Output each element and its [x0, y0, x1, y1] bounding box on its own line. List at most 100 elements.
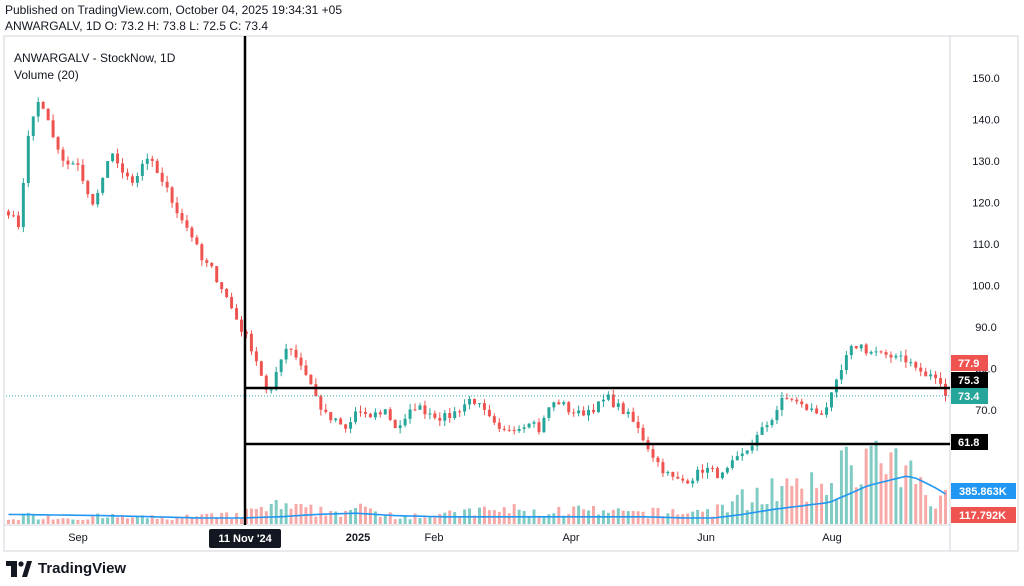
volume-bar	[393, 519, 397, 524]
candle-body	[448, 413, 452, 419]
volume-bar	[849, 465, 853, 524]
candle-body	[527, 423, 531, 428]
candle-body	[611, 394, 615, 408]
candle-body	[656, 457, 660, 463]
candle-body	[433, 413, 437, 418]
candle-body	[438, 417, 442, 421]
time-tick-label: Jun	[697, 532, 715, 544]
candle-body	[720, 472, 724, 479]
volume-bar	[11, 519, 15, 524]
price-tick-label: 130.0	[972, 156, 1000, 168]
time-tick-label: Feb	[425, 532, 444, 544]
volume-tag-label: 117.792K	[959, 510, 1006, 522]
volume-bar	[418, 517, 422, 524]
candle-body	[230, 297, 234, 309]
candle-body	[393, 419, 397, 429]
candle-body	[874, 351, 878, 353]
candle-body	[130, 176, 134, 183]
candle-body	[696, 469, 700, 481]
candle-body	[319, 396, 323, 410]
volume-bar	[259, 506, 263, 524]
time-axis[interactable]: Sep 2025 Feb Apr Jun Aug 11 Nov '24	[68, 529, 842, 548]
candle-body	[180, 213, 184, 221]
price-axis[interactable]: 150.0140.0130.0120.0110.0100.090.080.070…	[972, 73, 1000, 417]
volume-bar	[116, 517, 120, 524]
volume-bar	[413, 513, 417, 524]
volume-bar	[562, 515, 566, 524]
volume-bar	[641, 511, 645, 524]
volume-bar	[121, 515, 124, 524]
horizontal-levels[interactable]	[6, 36, 950, 525]
volume-bar	[185, 514, 189, 524]
candle-body	[463, 404, 467, 412]
candle-body	[636, 421, 640, 428]
volume-bar	[874, 440, 878, 524]
candle-body	[101, 177, 105, 193]
candle-body	[423, 405, 427, 415]
candle-body	[755, 434, 759, 446]
volume-bar	[61, 518, 65, 524]
candle-body	[309, 374, 313, 385]
candle-body	[725, 467, 729, 473]
volume-bar	[269, 503, 273, 524]
volume-bar	[745, 510, 749, 524]
volume-bar	[572, 506, 576, 524]
candle-body	[314, 384, 318, 397]
candle-body	[944, 383, 948, 396]
price-tick-label: 140.0	[972, 115, 1000, 127]
pane-legend: ANWARGALV - StockNow, 1D Volume (20)	[14, 50, 175, 84]
volume-ma-path	[8, 475, 946, 519]
candle-body	[453, 411, 457, 419]
volume-bar	[443, 512, 447, 524]
volume-bar	[780, 486, 784, 524]
volume-bar	[661, 516, 665, 524]
candle-body	[31, 116, 35, 136]
candle-body	[909, 362, 913, 364]
volume-bar	[899, 487, 903, 524]
symbol-legend[interactable]: ANWARGALV - StockNow, 1D	[14, 51, 176, 65]
candle-body	[810, 408, 814, 410]
price-tick-label: 100.0	[972, 281, 1000, 293]
candle-body	[834, 379, 838, 393]
volume-bar	[91, 516, 95, 524]
price-tag-label: 75.3	[958, 375, 979, 387]
candle-body	[200, 244, 204, 261]
volume-bar	[805, 501, 809, 524]
volume-bar	[6, 519, 10, 524]
candle-body	[854, 346, 858, 349]
candle-body	[354, 411, 358, 423]
candle-body	[914, 362, 918, 368]
volume-bar	[135, 516, 139, 524]
candles	[6, 97, 948, 488]
volume-bar	[254, 508, 258, 524]
candle-body	[299, 357, 303, 366]
candle-body	[96, 192, 100, 205]
volume-bar	[284, 503, 288, 524]
candle-body	[676, 476, 680, 479]
candle-body	[6, 211, 10, 216]
candle-body	[651, 449, 655, 458]
candle-body	[820, 413, 824, 415]
candle-body	[869, 351, 873, 354]
volume-bar	[552, 513, 556, 524]
volume-legend[interactable]: Volume (20)	[14, 68, 79, 82]
volume-bar	[596, 514, 600, 524]
candle-body	[71, 163, 75, 165]
volume-bar	[31, 515, 35, 524]
volume-bar	[428, 516, 432, 524]
volume-bar	[26, 512, 30, 524]
volume-bar	[790, 485, 794, 524]
volume-bar	[760, 504, 764, 524]
tradingview-logo[interactable]: TradingView	[6, 560, 126, 577]
volume-bar	[319, 506, 323, 524]
candle-body	[572, 412, 576, 414]
candle-body	[577, 410, 581, 414]
candle-body	[849, 346, 853, 356]
candle-body	[641, 427, 645, 441]
candle-body	[859, 344, 863, 349]
volume-bar	[939, 495, 943, 524]
candle-body	[770, 420, 774, 426]
candle-body	[398, 425, 402, 429]
candle-body	[785, 397, 789, 399]
